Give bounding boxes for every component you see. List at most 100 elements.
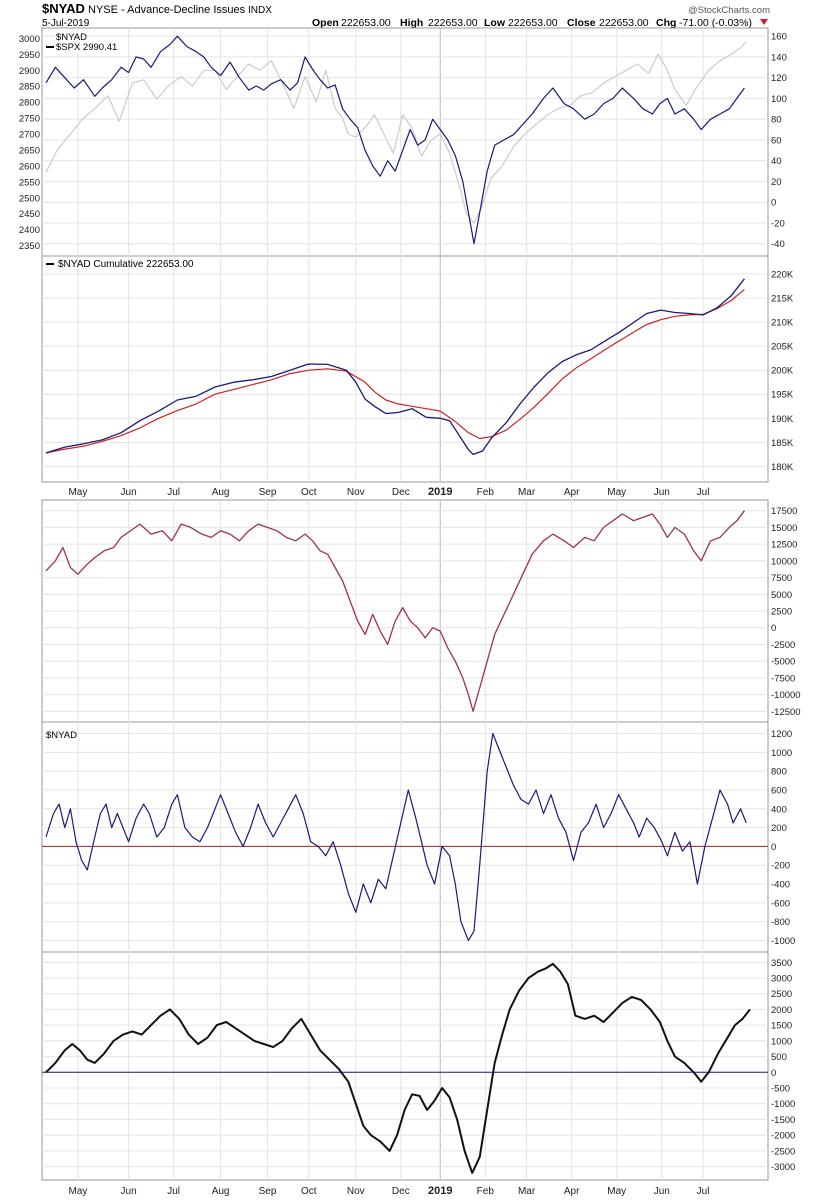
grid-layer [42,28,768,1180]
price-left-tick-label: 2750 [19,114,40,125]
panel-cumulative-frame [41,255,769,483]
high-value: 222653.00 [428,17,478,29]
cumulative-tick-label: 195K [771,390,794,401]
nyad-osc-tick-label: 400 [771,804,787,815]
price-left-tick-label: 2450 [19,209,40,220]
nyad-osc-tick-label: -200 [771,861,790,872]
black-osc-tick-label: 2500 [771,989,792,1000]
lower-axis-month-label: Jun [654,1186,670,1197]
upper-axis-month-label: Jun [121,487,137,498]
upper-axis-month-label: Aug [212,487,230,498]
low-value: 222653.00 [508,17,558,29]
nyad-osc-line [45,732,747,942]
upper-axis-month-label: Apr [564,487,580,498]
panel-oscillator-black-frame [41,951,769,1181]
price-right-tick-label: 80 [771,115,782,126]
lower-axis-month-label: Jul [167,1186,180,1197]
price-left-tick-label: 2950 [19,50,40,61]
legend-nyad-osc: $NYAD [46,730,77,741]
price-left-tick-label: 2850 [19,82,40,93]
maroon-osc-tick-label: 7500 [771,573,792,584]
nyad-line [45,35,745,245]
nyad-osc-tick-label: 600 [771,785,787,796]
nyad-osc-tick-label: -800 [771,917,790,928]
lower-axis-month-label: Nov [347,1186,365,1197]
nyad-osc-tick-label: 1200 [771,729,792,740]
black-osc-tick-label: 3000 [771,974,792,985]
lower-axis-month-label: Jul [697,1186,710,1197]
legend-spx: $SPX 2990.41 [56,42,117,53]
maroon-osc-tick-label: 15000 [771,523,797,534]
price-right-tick-label: 60 [771,135,782,146]
upper-axis-month-label: Sep [259,487,277,498]
price-left-tick-label: 2650 [19,145,40,156]
lower-axis-month-label: Aug [212,1186,230,1197]
price-right-tick-label: 140 [771,52,787,63]
black-osc-tick-label: -2000 [771,1131,795,1142]
chg-value: -71.00 (-0.03%) [679,17,752,29]
maroon-osc-tick-label: -10000 [771,690,801,701]
exchange-tag: INDX [248,5,272,16]
lower-axis-month-label: May [607,1186,626,1197]
symbol-description: NYSE - Advance-Decline Issues [88,4,246,16]
lower-axis-month-label: Dec [392,1186,410,1197]
upper-axis-month-label: May [607,487,626,498]
open-label: Open [312,17,339,29]
lower-axis-month-label: 2019 [428,1185,452,1197]
cumulative-tick-label: 210K [771,318,794,329]
black-osc-tick-label: -1500 [771,1115,795,1126]
price-left-tick-label: 2500 [19,193,40,204]
nyad-osc-tick-label: -600 [771,898,790,909]
price-left-tick-label: 2700 [19,130,40,141]
series-layer [42,35,768,1174]
high-label: High [400,17,423,29]
upper-axis-month-label: Nov [347,487,365,498]
nyad-osc-tick-label: 800 [771,767,787,778]
price-left-tick-label: 3000 [19,34,40,45]
black-osc-line [45,962,751,1174]
black-osc-tick-label: 3500 [771,958,792,969]
price-left-tick-label: 2900 [19,66,40,77]
upper-axis-month-label: Jul [167,487,180,498]
black-osc-tick-label: 2000 [771,1005,792,1016]
upper-axis-month-label: Dec [392,487,410,498]
price-right-tick-label: 160 [771,32,787,43]
chg-label: Chg [656,17,676,29]
cumulative-tick-label: 215K [771,294,794,305]
upper-axis-month-label: 2019 [428,486,452,498]
black-osc-tick-label: -2500 [771,1146,795,1157]
price-right-tick-label: 0 [771,198,776,209]
chart-header: $NYAD NYSE - Advance-Decline Issues INDX… [42,1,770,29]
black-osc-tick-label: -3000 [771,1162,795,1173]
nyad-osc-tick-label: 0 [771,842,776,853]
legend-nyad: $NYAD [56,32,87,43]
spx-line [45,41,747,224]
black-osc-tick-label: 1000 [771,1036,792,1047]
black-osc-tick-label: -1000 [771,1099,795,1110]
upper-axis-month-label: Oct [301,487,317,498]
maroon-osc-tick-label: 12500 [771,540,797,551]
price-left-tick-label: 2550 [19,177,40,188]
price-left-tick-label: 2400 [19,225,40,236]
watermark: @StockCharts.com [688,5,770,16]
lower-axis-month-label: Feb [477,1186,495,1197]
chart-date: 5-Jul-2019 [42,18,90,29]
price-right-tick-label: 20 [771,177,782,188]
price-right-tick-label: -40 [771,239,785,250]
maroon-osc-tick-label: 17500 [771,506,797,517]
legend-cumulative: $NYAD Cumulative 222653.00 [58,259,194,270]
upper-axis-month-label: Feb [477,487,495,498]
upper-axis-month-label: Mar [518,487,536,498]
black-osc-tick-label: -500 [771,1084,790,1095]
maroon-osc-line [45,510,745,712]
maroon-osc-tick-label: 0 [771,623,776,634]
maroon-osc-tick-label: 2500 [771,607,792,618]
nyad-osc-legend: $NYAD [46,730,77,741]
cumulative-ma-line [45,288,745,454]
maroon-osc-tick-label: -2500 [771,640,795,651]
upper-axis-month-label: Jul [697,487,710,498]
cumulative-line [45,278,745,456]
symbol: $NYAD [42,1,85,16]
cumulative-tick-label: 220K [771,270,794,281]
